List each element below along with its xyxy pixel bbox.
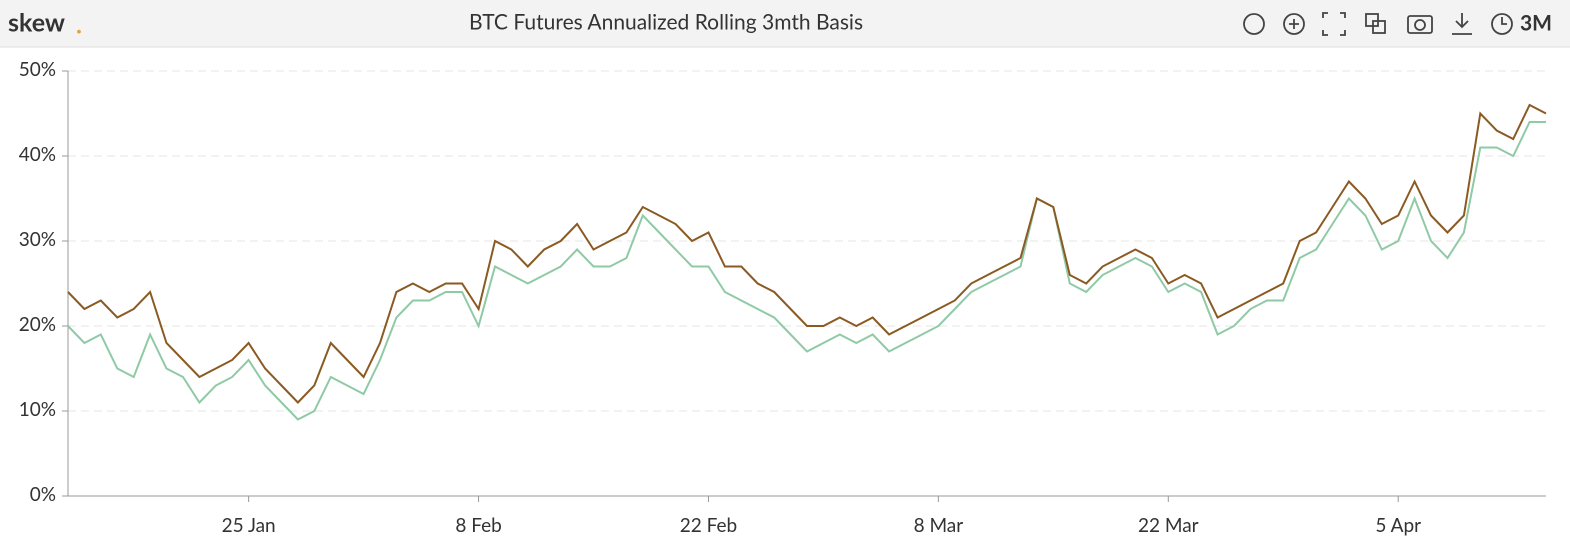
- range-button[interactable]: 3M: [1520, 10, 1552, 35]
- x-tick-label: 8 Feb: [455, 514, 501, 537]
- camera-icon[interactable]: [1407, 15, 1433, 34]
- clock-hands: [1501, 17, 1507, 25]
- y-tick-label: 20%: [19, 313, 56, 336]
- copy-icon-back: [1372, 20, 1386, 34]
- currency-icon[interactable]: [1243, 13, 1265, 35]
- x-tick-label: 25 Jan: [222, 514, 276, 537]
- copy-icon[interactable]: [1365, 13, 1379, 27]
- add-icon[interactable]: [1283, 13, 1305, 35]
- logo-mark: .: [76, 9, 82, 39]
- toolbar: [1243, 12, 1513, 36]
- add-icon-plus: [1289, 19, 1299, 29]
- y-tick-label: 50%: [19, 58, 56, 81]
- clock-icon[interactable]: [1491, 13, 1513, 35]
- series-line: [67, 121, 1546, 421]
- series-line: [67, 103, 1547, 404]
- y-tick-label: 0%: [30, 483, 56, 506]
- download-icon[interactable]: [1452, 13, 1472, 35]
- x-tick-label: 22 Mar: [1138, 514, 1199, 537]
- y-tick-label: 30%: [19, 228, 56, 251]
- header-bar: [0, 0, 1570, 47]
- chart-title: BTC Futures Annualized Rolling 3mth Basi…: [469, 9, 863, 34]
- fullscreen-icon[interactable]: [1322, 12, 1346, 36]
- camera-lens: [1414, 19, 1426, 31]
- y-tick-label: 40%: [19, 143, 56, 166]
- x-tick-label: 5 Apr: [1375, 514, 1421, 537]
- y-tick-label: 10%: [19, 398, 56, 421]
- logo: skew: [8, 7, 65, 37]
- x-tick-label: 8 Mar: [914, 514, 964, 537]
- x-tick-label: 22 Feb: [680, 514, 738, 537]
